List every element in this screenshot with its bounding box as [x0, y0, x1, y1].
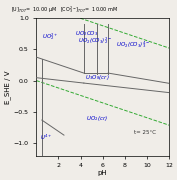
Text: UO$_2^{2+}$: UO$_2^{2+}$ — [42, 31, 59, 42]
Text: UO$_2$(cr): UO$_2$(cr) — [86, 114, 108, 123]
Text: UO$_2$(CO$_3$)$_3^{4-}$: UO$_2$(CO$_3$)$_3^{4-}$ — [116, 39, 151, 50]
Text: UO$_2$(CO$_3$)$_2^{2-}$: UO$_2$(CO$_3$)$_2^{2-}$ — [78, 36, 112, 46]
X-axis label: pH: pH — [98, 170, 107, 176]
Text: U$^{4+}$: U$^{4+}$ — [40, 132, 52, 142]
Text: [U]$_{TOT}$=  10.00 μM   [CO$_3^{2-}$]$_{TOT}$=  10.00 mM: [U]$_{TOT}$= 10.00 μM [CO$_3^{2-}$]$_{TO… — [11, 4, 118, 15]
Text: U$_3$O$_8$(cr): U$_3$O$_8$(cr) — [85, 73, 109, 82]
Text: t= 25°C: t= 25°C — [134, 130, 156, 135]
Text: UO$_2$CO$_3$: UO$_2$CO$_3$ — [75, 29, 98, 38]
Y-axis label: E_SHE / V: E_SHE / V — [4, 70, 11, 103]
